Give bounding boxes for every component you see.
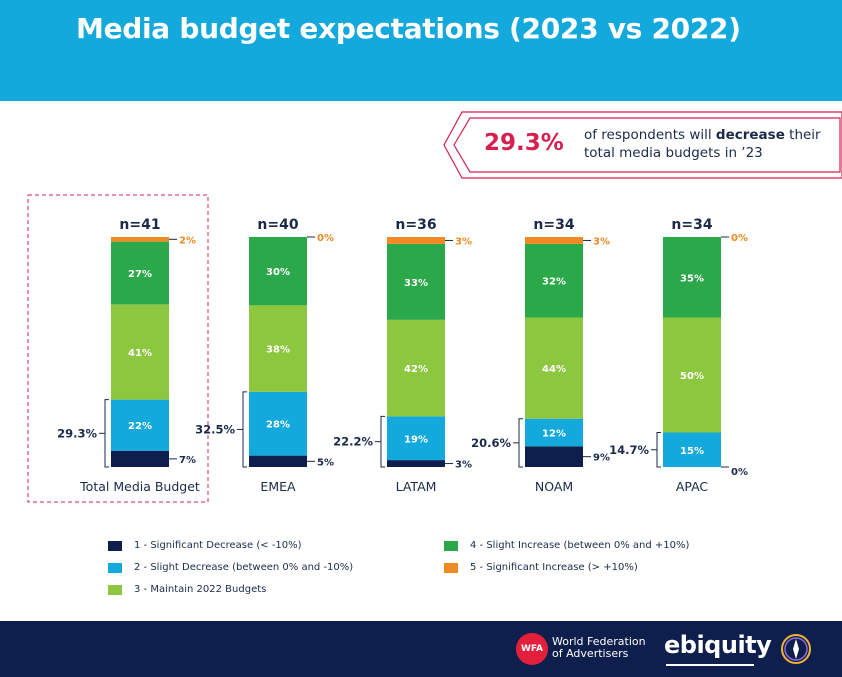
sample-size-label: n=34 (533, 217, 574, 233)
data-label: 33% (404, 278, 428, 289)
bar-segment (249, 391, 307, 456)
category-label: APAC (676, 479, 709, 494)
bar-segment (387, 243, 445, 320)
bar-segment (249, 455, 307, 467)
data-label: 0% (731, 467, 748, 478)
decrease-bracket (656, 432, 661, 468)
bar-segment (387, 237, 445, 244)
sample-size-label: n=36 (395, 217, 436, 233)
compass-icon (781, 634, 811, 664)
legend-swatch (108, 584, 122, 595)
decrease-total-label: 29.3% (57, 426, 97, 440)
bar-segment (111, 304, 169, 400)
bar-segment (111, 399, 169, 451)
legend-item: 3 - Maintain 2022 Budgets (108, 584, 266, 595)
page-title: Media budget expectations (2023 vs 2022) (76, 12, 741, 45)
legend-swatch (444, 562, 458, 573)
legend-swatch (108, 540, 122, 551)
sample-size-label: n=40 (257, 217, 298, 233)
legend: 1 - Significant Decrease (< -10%) 2 - Sl… (0, 530, 842, 610)
legend-swatch (444, 540, 458, 551)
bar-segment (249, 305, 307, 392)
bar-segment (111, 237, 169, 242)
data-label: 38% (266, 345, 290, 356)
decrease-bracket (380, 415, 385, 468)
wfa-name: World Federation of Advertisers (552, 635, 646, 660)
category-label: LATAM (396, 479, 437, 494)
legend-item: 4 - Slight Increase (between 0% and +10%… (444, 540, 689, 551)
data-label: 28% (266, 420, 290, 431)
bar-segment (249, 237, 307, 306)
stacked-bar-chart: 22% 41% 27% 2% 7% 29.3% n=41 Total Media Budget… (27, 194, 748, 503)
decrease-total-label: 32.5% (195, 422, 235, 436)
wfa-logo: WFA (516, 633, 548, 665)
bar-segment (525, 418, 583, 447)
data-label: 15% (680, 446, 704, 457)
data-label: 9% (593, 453, 610, 464)
callout-value: 29.3% (484, 130, 564, 156)
decrease-total-label: 14.7% (609, 443, 649, 457)
data-label: 3% (455, 460, 472, 471)
data-label: 2% (179, 235, 196, 246)
sample-size-label: n=34 (671, 217, 712, 233)
ebiquity-underline (666, 664, 754, 666)
footer: WFA World Federation of Advertisers ebiq… (0, 621, 842, 677)
bar-segment (387, 319, 445, 417)
decrease-bracket (104, 399, 109, 468)
bar-segment (525, 317, 583, 419)
data-label: 50% (680, 371, 704, 382)
bar-segment (111, 450, 169, 467)
category-label: EMEA (260, 479, 296, 494)
header-banner: Media budget expectations (2023 vs 2022) (0, 0, 842, 101)
data-label: 44% (542, 364, 566, 375)
legend-item: 2 - Slight Decrease (between 0% and -10%… (108, 562, 353, 573)
data-label: 0% (731, 233, 748, 244)
data-label: 12% (542, 429, 566, 440)
bar-segment (663, 237, 721, 318)
bar-segment (387, 416, 445, 461)
data-label: 35% (680, 273, 704, 284)
legend-item: 5 - Significant Increase (> +10%) (444, 562, 638, 573)
decrease-bracket (242, 391, 247, 468)
sample-size-label: n=41 (119, 217, 160, 233)
data-label: 5% (317, 457, 334, 468)
decrease-total-label: 20.6% (471, 436, 511, 450)
legend-item: 1 - Significant Decrease (< -10%) (108, 540, 302, 551)
callout-text: of respondents will decrease their total… (584, 127, 821, 161)
bar-segment (525, 446, 583, 467)
data-label: 30% (266, 267, 290, 278)
data-label: 3% (455, 236, 472, 247)
decrease-bracket (518, 418, 523, 468)
callout-bold: decrease (715, 127, 785, 143)
category-label: Total Media Budget (79, 479, 200, 494)
bar-segment (525, 237, 583, 244)
data-label: 3% (593, 236, 610, 247)
bar-segment (387, 460, 445, 467)
ebiquity-logo: ebiquity (664, 631, 772, 659)
highlight-box (27, 194, 209, 503)
data-label: 41% (128, 348, 152, 359)
data-label: 27% (128, 269, 152, 280)
bar-segment (663, 317, 721, 433)
legend-swatch (108, 562, 122, 573)
data-label: 19% (404, 434, 428, 445)
bar-segment (525, 243, 583, 318)
data-label: 22% (128, 421, 152, 432)
data-label: 42% (404, 364, 428, 375)
data-label: 7% (179, 455, 196, 466)
data-label: 32% (542, 277, 566, 288)
category-label: NOAM (535, 479, 573, 494)
callout-box (443, 111, 842, 179)
bar-segment (663, 432, 721, 467)
bar-segment (111, 241, 169, 305)
data-label: 0% (317, 233, 334, 244)
decrease-total-label: 22.2% (333, 435, 373, 449)
